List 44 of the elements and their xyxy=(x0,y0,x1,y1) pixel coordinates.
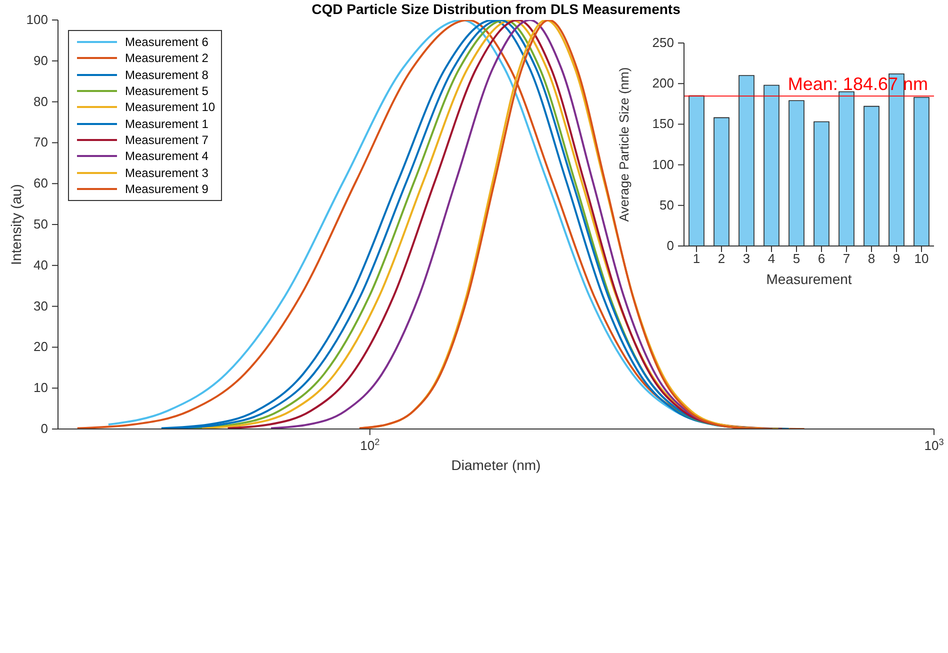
y-tick-label: 50 xyxy=(34,216,48,232)
x-tick-label: 7 xyxy=(842,251,850,266)
legend-label: Measurement 1 xyxy=(125,116,208,131)
legend-label: Measurement 9 xyxy=(125,182,208,196)
legend-label: Measurement 8 xyxy=(125,68,208,82)
y-tick-label: 0 xyxy=(40,421,48,436)
y-tick-label: 30 xyxy=(34,298,48,314)
legend-label: Measurement 10 xyxy=(125,100,216,114)
x-tick-label: 5 xyxy=(792,251,800,266)
y-tick-label: 50 xyxy=(660,197,674,212)
y-axis-title: Intensity (au) xyxy=(8,184,24,265)
y-tick-label: 70 xyxy=(34,134,48,150)
x-axis-title: Measurement xyxy=(766,271,852,287)
legend-label: Measurement 2 xyxy=(125,51,208,66)
y-tick-label: 80 xyxy=(34,94,48,109)
x-tick-label: 1 xyxy=(692,251,700,266)
chart-title: CQD Particle Size Distribution from DLS Measurements xyxy=(310,1,682,17)
x-tick-label: 10$^{3}$ xyxy=(924,437,944,454)
y-tick-label: 200 xyxy=(652,76,674,91)
legend-label: Measurement 3 xyxy=(125,166,208,180)
legend-label: Measurement 4 xyxy=(125,149,208,164)
x-axis-title: Diameter (nm) xyxy=(451,457,541,474)
x-tick-label: 4 xyxy=(768,251,776,266)
y-axis-title: Average Particle Size (nm) xyxy=(616,67,632,222)
y-tick-label: 250 xyxy=(652,35,674,50)
y-tick-label: 100 xyxy=(26,12,48,27)
y-tick-label: 90 xyxy=(34,52,48,68)
x-tick-label: 3 xyxy=(742,251,750,266)
x-tick-label: 10 xyxy=(914,251,929,266)
y-tick-label: 0 xyxy=(666,238,674,253)
x-tick-label: 6 xyxy=(818,251,826,266)
y-tick-label: 20 xyxy=(34,339,48,354)
x-tick-label: 9 xyxy=(892,251,900,266)
legend-label: Measurement 7 xyxy=(125,132,208,147)
legend-label: Measurement 6 xyxy=(125,35,208,50)
y-tick-label: 40 xyxy=(34,257,48,272)
x-tick-label: 10$^{2}$ xyxy=(360,437,380,454)
y-tick-label: 10 xyxy=(34,380,48,396)
legend-label: Measurement 5 xyxy=(125,84,208,98)
x-tick-label: 8 xyxy=(868,251,876,266)
x-tick-label: 2 xyxy=(718,251,726,266)
y-tick-label: 60 xyxy=(34,176,48,191)
y-tick-label: 150 xyxy=(652,116,674,132)
y-tick-label: 100 xyxy=(652,156,674,172)
